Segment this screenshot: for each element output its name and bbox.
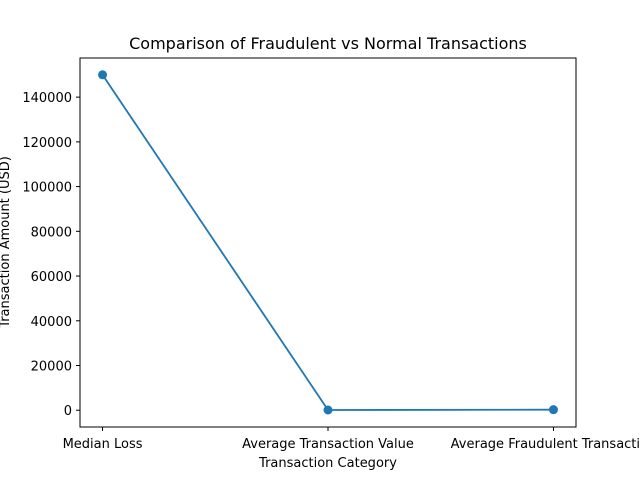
x-tick-label: Average Fraudulent Transaction	[451, 437, 640, 452]
y-tick-label: 40000	[31, 315, 72, 330]
x-axis-ticks: Median Loss Average Transaction Value Aver…	[63, 427, 640, 452]
data-point	[98, 70, 108, 80]
y-axis-ticks: 0 20000 40000 60000 80000 100000 120000 140000	[22, 91, 80, 419]
y-axis-label: Transaction Amount (USD)	[0, 156, 13, 329]
y-tick-label: 60000	[31, 270, 72, 285]
x-tick-label: Median Loss	[63, 437, 143, 452]
x-tick-label: Average Transaction Value	[242, 437, 414, 452]
plot-frame	[79, 57, 577, 428]
y-tick-label: 140000	[22, 91, 72, 106]
y-tick-label: 80000	[31, 225, 72, 240]
x-axis-label: Transaction Category	[258, 456, 397, 471]
y-tick-label: 120000	[22, 136, 72, 151]
series-layer	[98, 70, 558, 415]
data-point	[323, 405, 333, 415]
chart-title: Comparison of Fraudulent vs Normal Trans…	[129, 34, 527, 53]
y-tick-label: 0	[64, 404, 72, 419]
y-tick-label: 100000	[22, 181, 72, 196]
data-point	[548, 405, 558, 415]
y-tick-label: 20000	[31, 360, 72, 375]
